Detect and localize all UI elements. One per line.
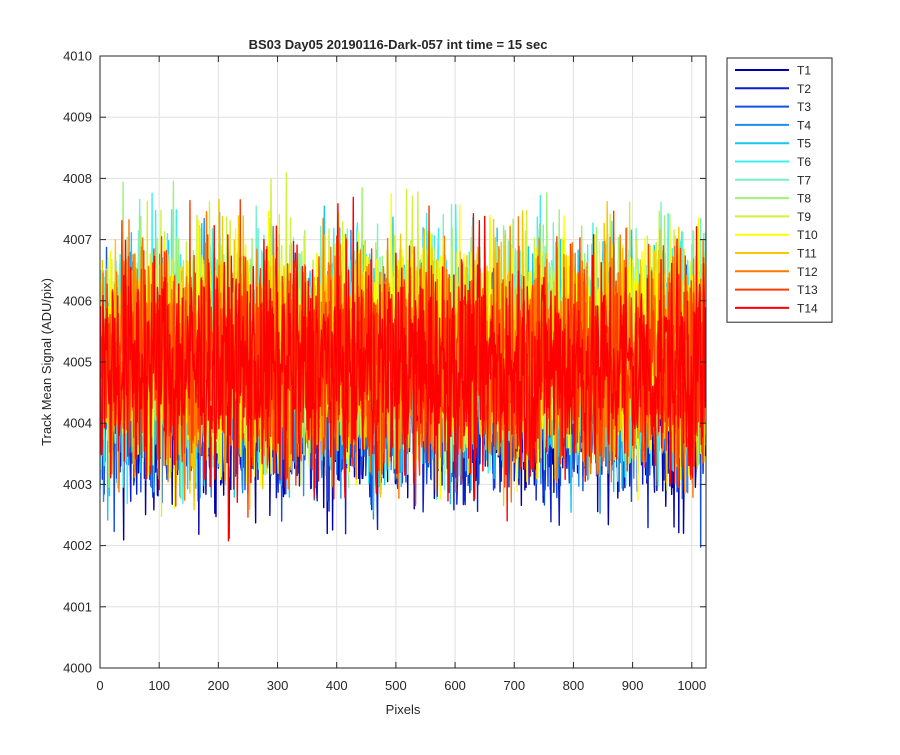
x-tick-label: 100 <box>148 678 170 693</box>
y-tick-label: 4006 <box>63 293 92 308</box>
x-axis-ticks: 0 100 200 300 400 500 600 700 800 900 1000 <box>96 56 706 693</box>
x-tick-label: 800 <box>563 678 585 693</box>
y-tick-label: 4005 <box>63 355 92 370</box>
x-tick-label: 600 <box>444 678 466 693</box>
legend-label-t2: T2 <box>797 82 811 96</box>
y-tick-label: 4010 <box>63 49 92 64</box>
x-tick-label: 700 <box>503 678 525 693</box>
y-tick-label: 4008 <box>63 171 92 186</box>
legend-label-t4: T4 <box>797 118 811 132</box>
series-layer <box>100 172 706 548</box>
x-axis-label: Pixels <box>386 702 421 717</box>
series-line-t14 <box>100 196 706 542</box>
legend-label-t13: T13 <box>797 283 818 297</box>
x-tick-label: 300 <box>267 678 289 693</box>
y-tick-label: 4001 <box>63 599 92 614</box>
legend: T1 T2 T3 T4 T5 T6 T7 T8 T9 T10 T11 T12 T13 T14 <box>726 57 833 323</box>
x-tick-label: 400 <box>326 678 348 693</box>
x-tick-label: 200 <box>208 678 230 693</box>
legend-box <box>726 57 833 323</box>
legend-label-t14: T14 <box>797 301 818 315</box>
y-tick-label: 4009 <box>63 110 92 125</box>
y-tick-label: 4000 <box>63 661 92 676</box>
x-tick-label: 500 <box>385 678 407 693</box>
x-tick-label: 1000 <box>677 678 706 693</box>
legend-label-t9: T9 <box>797 210 811 224</box>
x-tick-label: 0 <box>96 678 103 693</box>
legend-label-t3: T3 <box>797 100 811 114</box>
y-tick-label: 4002 <box>63 538 92 553</box>
chart-title: BS03 Day05 20190116-Dark-057 int time = … <box>249 37 548 52</box>
y-tick-label: 4007 <box>63 232 92 247</box>
legend-label-t8: T8 <box>797 192 811 206</box>
y-axis-ticks: 4000 4001 4002 4003 4004 4005 4006 4007 4008 4009… <box>63 49 706 676</box>
legend-label-t7: T7 <box>797 173 811 187</box>
legend-label-t1: T1 <box>797 64 811 78</box>
y-axis-label: Track Mean Signal (ADU/pix) <box>39 278 54 446</box>
legend-label-t10: T10 <box>797 228 818 242</box>
legend-label-t6: T6 <box>797 155 811 169</box>
legend-label-t5: T5 <box>797 137 811 151</box>
y-tick-label: 4003 <box>63 477 92 492</box>
legend-label-t12: T12 <box>797 265 818 279</box>
x-tick-label: 900 <box>622 678 644 693</box>
y-tick-label: 4004 <box>63 416 92 431</box>
legend-label-t11: T11 <box>797 247 817 261</box>
